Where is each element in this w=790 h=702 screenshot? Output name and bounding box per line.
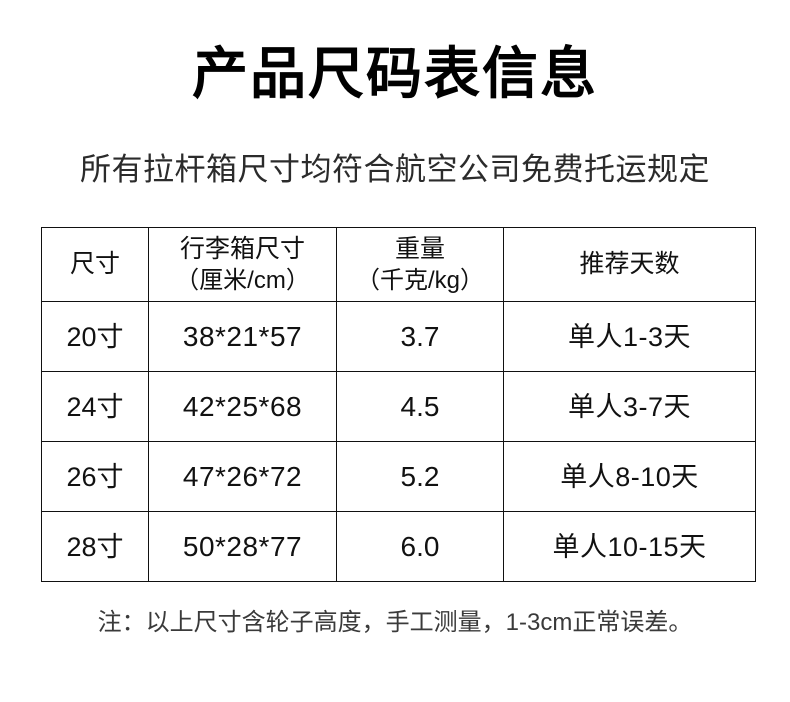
table-row: 26寸 47*26*72 5.2 单人8-10天 bbox=[41, 441, 756, 512]
cell-dimensions: 47*26*72 bbox=[148, 441, 337, 512]
page-subtitle: 所有拉杆箱尺寸均符合航空公司免费托运规定 bbox=[80, 152, 710, 187]
table-row: 24寸 42*25*68 4.5 单人3-7天 bbox=[41, 371, 756, 442]
column-header-dimensions-line2: （厘米/cm） bbox=[175, 266, 310, 294]
cell-size: 20寸 bbox=[41, 301, 149, 372]
page-title: 产品尺码表信息 bbox=[192, 42, 598, 105]
cell-size: 24寸 bbox=[41, 371, 149, 442]
table-header: 尺寸 行李箱尺寸 （厘米/cm） 重量 （千克/kg） bbox=[41, 227, 756, 302]
cell-dimensions: 38*21*57 bbox=[148, 301, 337, 372]
cell-weight: 4.5 bbox=[336, 371, 504, 442]
cell-weight: 6.0 bbox=[336, 511, 504, 582]
table-body: 20寸 38*21*57 3.7 单人1-3天 24寸 42*25*68 4.5… bbox=[41, 301, 756, 582]
cell-size: 26寸 bbox=[41, 441, 149, 512]
column-header-size-line1: 尺寸 bbox=[69, 250, 120, 278]
cell-days: 单人3-7天 bbox=[503, 371, 756, 442]
column-header-days-line1: 推荐天数 bbox=[579, 250, 680, 278]
cell-dimensions: 42*25*68 bbox=[148, 371, 337, 442]
column-header-size: 尺寸 bbox=[41, 227, 149, 302]
column-header-dimensions: 行李箱尺寸 （厘米/cm） bbox=[148, 227, 337, 302]
table-row: 20寸 38*21*57 3.7 单人1-3天 bbox=[41, 301, 756, 372]
column-header-weight-line1: 重量 bbox=[394, 234, 445, 263]
table-row: 28寸 50*28*77 6.0 单人10-15天 bbox=[41, 511, 756, 582]
size-table-container: 尺寸 行李箱尺寸 （厘米/cm） 重量 （千克/kg） bbox=[41, 227, 756, 582]
cell-weight: 5.2 bbox=[336, 441, 504, 512]
cell-days: 单人10-15天 bbox=[503, 511, 756, 582]
column-header-days: 推荐天数 bbox=[503, 227, 756, 302]
footnote: 注：以上尺寸含轮子高度，手工测量，1-3cm正常误差。 bbox=[97, 609, 693, 636]
size-table: 尺寸 行李箱尺寸 （厘米/cm） 重量 （千克/kg） bbox=[41, 227, 756, 582]
table-header-row: 尺寸 行李箱尺寸 （厘米/cm） 重量 （千克/kg） bbox=[41, 227, 756, 302]
cell-weight: 3.7 bbox=[336, 301, 504, 372]
column-header-dimensions-line1: 行李箱尺寸 bbox=[179, 234, 305, 263]
cell-size: 28寸 bbox=[41, 511, 149, 582]
column-header-weight-line2: （千克/kg） bbox=[355, 266, 484, 294]
cell-days: 单人1-3天 bbox=[503, 301, 756, 372]
column-header-weight: 重量 （千克/kg） bbox=[336, 227, 504, 302]
cell-dimensions: 50*28*77 bbox=[148, 511, 337, 582]
cell-days: 单人8-10天 bbox=[503, 441, 756, 512]
